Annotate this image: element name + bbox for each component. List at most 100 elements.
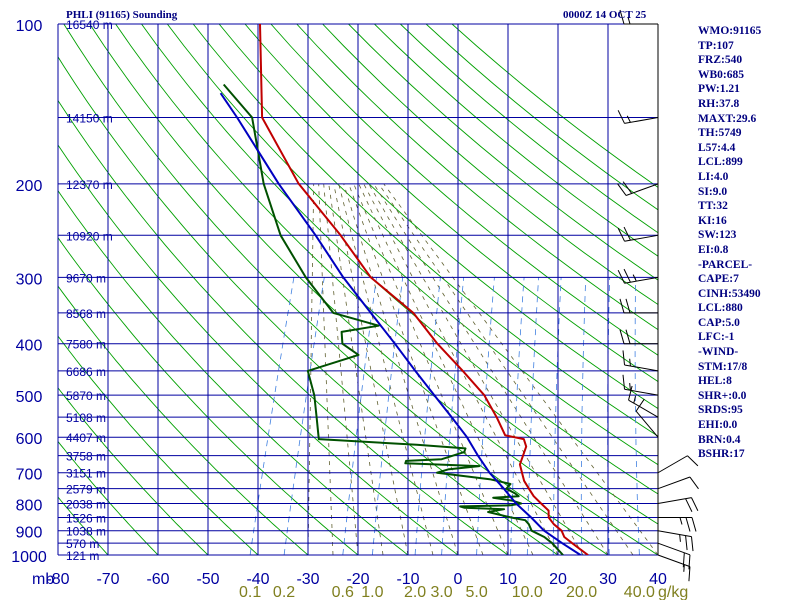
height-label: 5108 m [66,411,106,425]
index-line: TT:32 [698,200,728,213]
mixing-ratio-line [526,277,539,555]
isobar-lines [57,23,659,556]
temperature-tick-label: -10 [396,571,419,588]
mixing-ratio-label: 1.0 [361,584,383,600]
wind-barb-flag [619,298,625,314]
wind-barb-shaft [657,455,688,474]
wind-barb [657,554,691,582]
wind-barb-shaft [628,399,659,418]
wind-barb-flag [685,517,691,532]
mixing-ratio-label: 3.0 [430,584,452,600]
chart-datetime: 0000Z 14 OCT 25 [563,9,647,21]
height-label: 3151 m [66,467,106,481]
wind-barb-shaft [657,554,691,568]
temperature-tick-label: 40 [649,571,667,588]
wind-barb-half-flag [627,16,631,25]
wind-barb-flag [690,536,694,552]
height-label: 570 m [66,537,99,551]
mixing-ratio-line [634,277,640,555]
index-line: EI:0.8 [698,243,729,256]
chart-title: PHLI (91165) Sounding [66,9,178,21]
wind-barb-half-flag [633,395,637,404]
mixing-ratio-label: 2.0 [404,584,426,600]
pressure-tick-label: 1000 [11,549,47,566]
wind-barb [617,110,659,124]
moist-adiabat-line [348,183,484,555]
index-line: KI:16 [698,214,727,227]
temperature-tick-label: 10 [499,571,517,588]
index-line: EHI:0.0 [698,419,738,432]
moist-adiabat-line [373,183,609,555]
wind-barb-flag [635,398,645,412]
wind-barb-half-flag [679,517,683,525]
wind-barb-half-flag [629,358,631,367]
mixing-ratio-line [372,277,404,555]
temperature-tick-label: 20 [549,571,567,588]
height-label: 8568 m [66,307,106,321]
wind-barb-flag [622,181,633,194]
sounding-traces [219,24,589,555]
wind-barb-flag [622,374,626,390]
wind-barb-flag [617,110,625,124]
mixing-ratio-line [249,277,295,555]
wind-barb-flag [687,455,699,467]
index-line: PW:1.21 [698,83,740,96]
wind-barb-flag [619,329,625,344]
index-line: LCL:880 [698,302,743,315]
pressure-tick-label: 400 [16,338,43,355]
wind-barb-flag [691,497,699,511]
mixing-ratio-line [552,277,562,555]
dry-adiabat-line [141,24,658,495]
wind-barb [657,542,691,570]
temperature-tick-label: -30 [296,571,319,588]
index-line: BSHR:17 [698,448,745,461]
index-line: TH:5749 [698,127,742,140]
wind-barb-shaft [657,476,691,490]
wind-barb-shaft [635,410,659,438]
index-line: SRDS:95 [698,404,743,417]
moist-adiabat-line [338,183,434,555]
mixing-ratio-label: 0.2 [273,584,295,600]
height-label: 4407 m [66,431,106,445]
pressure-tick-label: 200 [16,178,43,195]
index-line: -WIND- [698,346,739,359]
mixing-ratio-line [441,277,465,555]
pressure-tick-label: 300 [16,271,43,288]
wind-barb [622,350,659,372]
wind-barb [657,455,699,474]
index-line: HEL:8 [698,375,732,388]
wind-barb-flag [691,517,697,532]
mixing-ratio-line [342,277,377,555]
moist-adiabat-line [378,183,634,555]
height-label: 12370 m [66,178,113,192]
wind-barb [619,298,658,314]
height-label: 1038 m [66,525,106,539]
wind-barb [617,226,659,242]
wind-barb-flag [617,227,625,242]
mixing-ratio-label: 0.6 [332,584,354,600]
wind-barb [617,181,659,196]
pressure-tick-label: 600 [16,431,43,448]
index-line: LCL:899 [698,156,743,169]
temperature-tick-label: -40 [246,571,269,588]
wind-barb [622,374,659,396]
moist-adiabat-line [318,183,334,555]
mixing-ratio-label: 10.0 [512,584,543,600]
sounding-indices-panel: WMO:91165 TP:107 FRZ:540 WB0:685 PW:1.21 RH:3… [698,24,761,462]
temperature-tick-label: -80 [46,571,69,588]
height-label: 121 m [66,549,99,563]
mixing-ratio-label: 40.0 [624,584,655,600]
height-label: 14150 m [66,112,113,126]
wind-barb-flag [625,329,631,344]
temperature-tick-label: -60 [146,571,169,588]
index-line: CINH:53490 [698,287,761,300]
wind-barb-half-flag [679,534,681,542]
dry-adiabat-line [0,24,8,555]
index-line: TP:107 [698,39,734,52]
moist-adiabat-line [363,183,559,555]
mixing-ratio-label: 20.0 [566,584,597,600]
background-lines [0,24,658,555]
wind-barb-half-flag [626,115,631,123]
index-line: LI:4.0 [698,170,729,183]
pressure-tick-label: 700 [16,467,43,484]
